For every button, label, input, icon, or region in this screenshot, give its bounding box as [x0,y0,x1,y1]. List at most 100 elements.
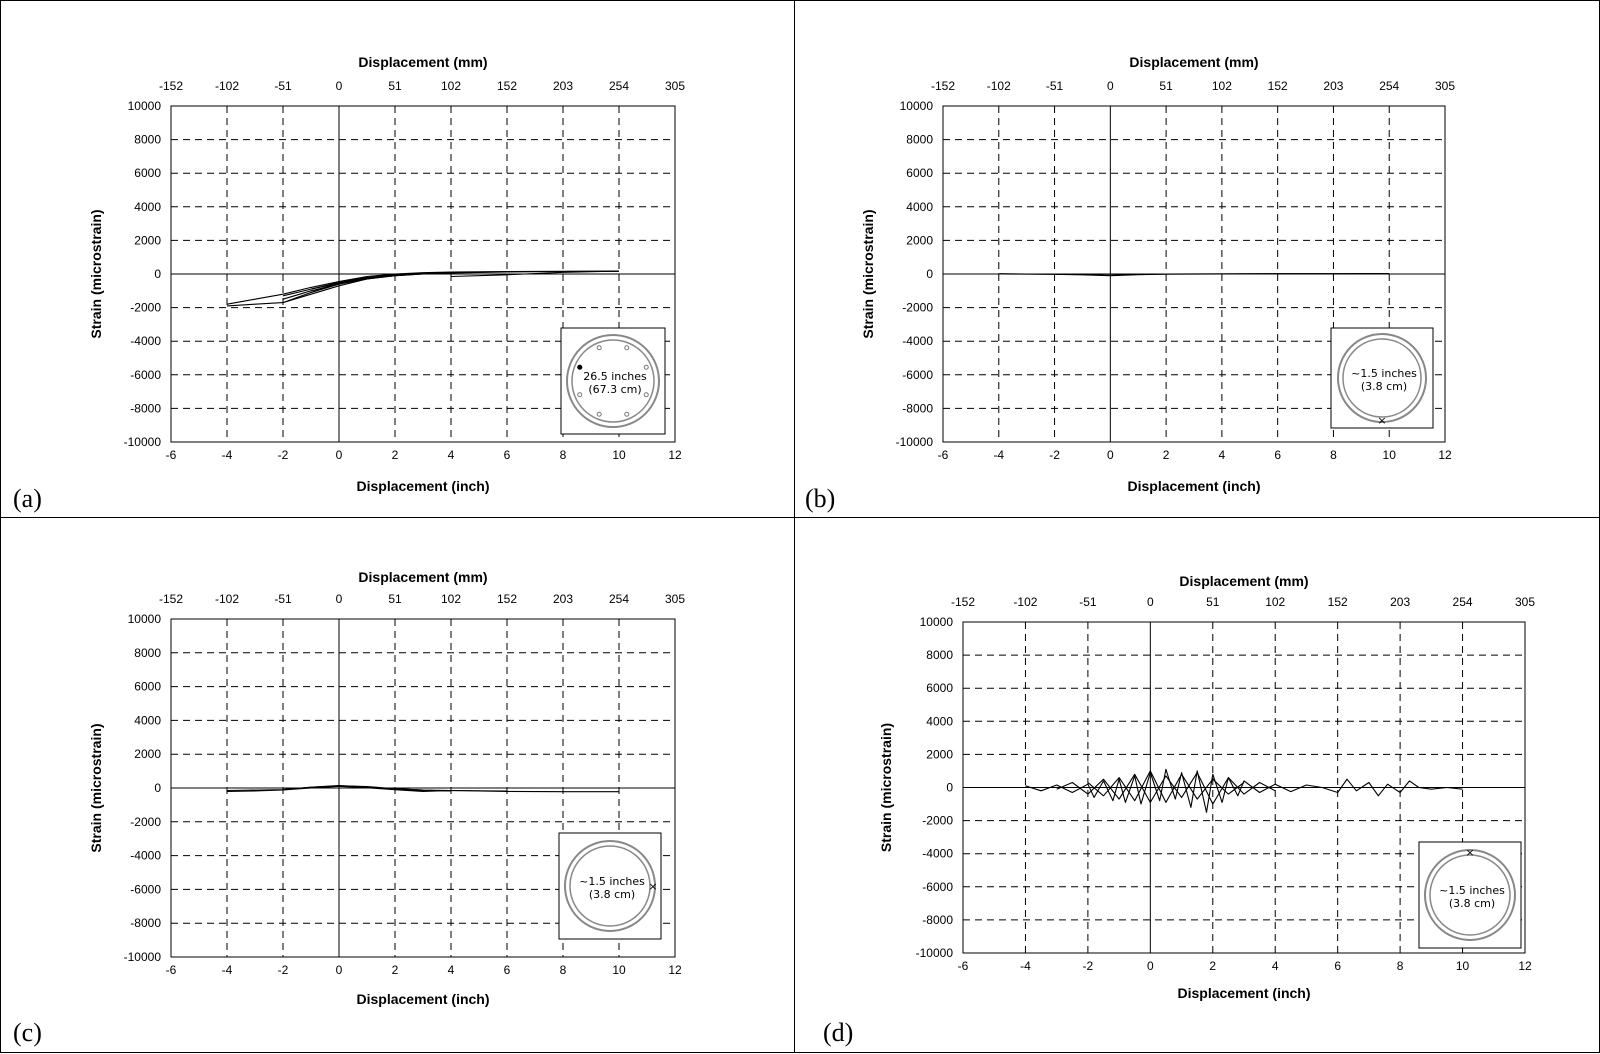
x-tick-label: 10 [612,963,626,977]
y-tick-label: 10000 [128,612,162,626]
x2-tick-label: 203 [1323,79,1343,93]
inset-dimension-cm: (67.3 cm) [588,383,641,396]
x2-tick-label: 203 [1390,595,1410,609]
y-tick-label: 8000 [906,133,933,147]
x2-tick-label: 51 [388,79,402,93]
x2-tick-label: -152 [159,79,183,93]
inset-dimension-inches: 26.5 inches [583,370,647,383]
x-tick-label: 2 [1163,448,1170,462]
y-tick-label: -8000 [130,401,161,415]
x-tick-label: 8 [1397,959,1404,973]
y-axis-title: Strain (microstrain) [88,723,104,852]
chart-c: -6 -4 -2 0 2 4 6 8 10 12 -152 -102 -51 0 51 102 152 203 25… [88,569,685,1007]
series-line-2 [998,272,1390,276]
y-tick-label: -2000 [902,301,933,315]
rebar-circle [577,392,583,398]
y-axis-title: Strain (microstrain) [878,723,894,852]
y-tick-label: 6000 [134,680,161,694]
x2-tick-label: 305 [665,592,685,606]
x-tick-label: 10 [612,448,626,462]
x-tick-label: 0 [1147,959,1154,973]
y-tick-label: -10000 [896,435,934,449]
series-line-4 [310,785,508,792]
x-tick-label: -6 [166,448,177,462]
x2-tick-label: -152 [159,592,183,606]
x-axis-title: Displacement (inch) [1127,478,1260,494]
y-tick-label: 4000 [926,714,953,728]
x-tick-label: 6 [504,448,511,462]
x-tick-label: 8 [560,963,567,977]
y-tick-label: -8000 [922,913,953,927]
inset-box [560,327,666,435]
x2-tick-label: 254 [1453,595,1473,609]
inset-dimension-cm: (3.8 cm) [589,888,635,901]
y-tick-label: -4000 [902,334,933,348]
x-tick-label: 12 [1438,448,1452,462]
y-tick-label: 0 [926,267,933,281]
x2-tick-label: 102 [441,79,461,93]
x2-tick-label: 203 [553,79,573,93]
x2-tick-label: 152 [497,79,517,93]
x2-tick-label: 152 [1268,79,1288,93]
section-outer-ring [1337,333,1427,423]
rebar-circle [643,364,649,370]
x2-tick-label: -102 [215,592,239,606]
rebar-circle [596,345,602,351]
section-inner-ring [1342,338,1422,418]
y-tick-label: 2000 [134,747,161,761]
gauge-marker-x: × [648,880,657,893]
x2-tick-label: 203 [553,592,573,606]
series-line-8 [450,270,620,278]
chart-a: -6 -4 -2 0 2 4 6 8 10 12 -152 -102 -51 0 51 102 152 203 25… [88,54,685,494]
x2-tick-label: -51 [1079,595,1097,609]
x-tick-label: 4 [448,448,455,462]
series-line-2 [1056,772,1276,805]
x2-tick-label: 51 [1159,79,1173,93]
x-tick-label: 4 [1219,448,1226,462]
x-tick-label: -4 [222,963,233,977]
gauge-marker-x: × [1465,846,1474,859]
x-tick-label: 8 [560,448,567,462]
inset-dimension-inches: ~1.5 inches [579,875,645,888]
y-tick-label: 6000 [906,166,933,180]
y-tick-label: 8000 [134,133,161,147]
x2-tick-label: -152 [931,79,955,93]
x-tick-label: 2 [1209,959,1216,973]
section-inner-ring [569,845,651,927]
x2-tick-label: -51 [274,592,292,606]
series-line-7 [282,271,508,297]
series-line-1 [226,270,620,305]
x2-tick-label: 152 [497,592,517,606]
x2-tick-label: 102 [1265,595,1285,609]
y-tick-label: -10000 [124,950,162,964]
x-tick-label: -2 [1049,448,1060,462]
series-line-3 [1087,770,1245,803]
rebar-circle [624,345,630,351]
inset-dimension-inches: ~1.5 inches [1439,884,1505,897]
y-tick-label: -8000 [130,916,161,930]
x2-axis-title: Displacement (mm) [358,54,487,70]
section-outer-ring [564,840,656,932]
y-axis-title: Strain (microstrain) [88,209,104,338]
y-tick-label: -4000 [130,849,161,863]
gauge-marker-x: × [1377,414,1386,427]
x-tick-label: -6 [958,959,969,973]
x2-tick-label: -51 [1046,79,1064,93]
y-tick-label: -2000 [130,815,161,829]
x2-tick-label: 0 [1107,79,1114,93]
y-tick-label: -6000 [130,368,161,382]
x2-tick-label: 305 [665,79,685,93]
x2-tick-label: -152 [951,595,975,609]
series-line-1 [1025,768,1463,813]
x2-tick-label: 254 [609,79,629,93]
inset-box [558,832,662,940]
panel-b: -6 -4 -2 0 2 4 6 8 10 12 -152 -102 -51 0 51 102 152 203 25… [794,0,1600,518]
section-outer-ring [566,334,660,428]
y-tick-label: 8000 [926,648,953,662]
panel-d: -6 -4 -2 0 2 4 6 8 10 12 -152 -102 -51 0 51 102 152 203 25… [794,517,1600,1053]
y-tick-label: 0 [946,781,953,795]
x2-tick-label: 102 [441,592,461,606]
x2-tick-label: 305 [1515,595,1535,609]
x-tick-label: 10 [1456,959,1470,973]
x-tick-label: 2 [392,963,399,977]
